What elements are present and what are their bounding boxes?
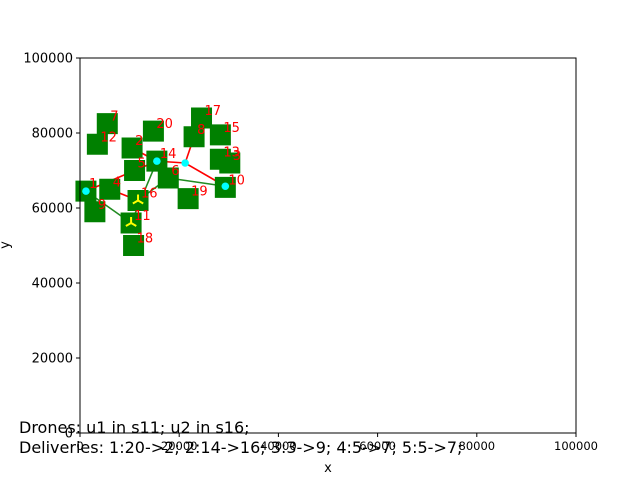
site-label: 1	[89, 177, 97, 192]
plot-area	[80, 58, 576, 433]
site-label: 10	[228, 173, 245, 188]
site-label: 20	[156, 117, 173, 132]
site-marker	[209, 148, 231, 170]
x-tick-label: 40000	[260, 439, 297, 453]
x-axis-ticks: 0 20000 40000 60000 80000 100000	[76, 433, 598, 453]
site-label: 4	[113, 175, 121, 190]
depot-marker	[181, 159, 189, 167]
drones-layer	[125, 194, 144, 227]
site-label: 3	[233, 149, 241, 164]
x-tick-label: 100000	[554, 439, 598, 453]
site-label: 15	[223, 121, 240, 136]
plot-frame	[79, 57, 577, 434]
site-marker	[99, 178, 121, 200]
y-tick-label: 40000	[32, 277, 73, 292]
sites-layer	[75, 107, 241, 256]
site-label: 2	[135, 134, 143, 149]
site-label: 9	[98, 198, 106, 213]
y-tick-label: 0	[65, 427, 73, 442]
depot-marker	[153, 157, 161, 165]
y-tick-label: 80000	[32, 127, 73, 142]
site-label: 19	[191, 185, 208, 200]
depot-marker	[221, 182, 230, 191]
site-marker	[157, 167, 179, 189]
site-label: 11	[134, 209, 151, 224]
drone-marker	[130, 222, 137, 227]
site-marker	[96, 113, 118, 135]
site-marker	[124, 160, 146, 181]
site-label: 14	[160, 147, 177, 162]
site-label: 8	[197, 123, 205, 138]
site-marker	[142, 120, 164, 142]
y-tick-label: 60000	[32, 202, 73, 217]
depot-marker	[82, 187, 90, 195]
site-marker	[209, 124, 231, 146]
x-tick-label: 60000	[359, 439, 396, 453]
drones-status-line: Drones: u1 in s11; u2 in s16;	[19, 418, 250, 437]
site-label: 7	[110, 110, 118, 125]
site-label: 12	[100, 130, 117, 145]
y-axis-ticks: 0 20000 40000 60000 80000 100000	[23, 52, 80, 442]
y-tick-label: 20000	[32, 352, 73, 367]
site-marker	[183, 126, 205, 148]
site-marker	[177, 188, 199, 210]
site-label: 13	[223, 145, 240, 160]
site-marker	[123, 235, 145, 256]
x-tick-label: 0	[76, 439, 83, 453]
x-tick-label: 80000	[459, 439, 496, 453]
y-axis-label: y	[0, 241, 13, 249]
drone-marker	[125, 222, 132, 227]
site-marker	[86, 133, 108, 155]
site-marker	[121, 137, 143, 159]
site-label: 6	[171, 164, 179, 179]
site-marker	[191, 107, 213, 129]
site-label: 17	[205, 104, 222, 119]
site-label: 18	[137, 232, 154, 247]
drone-marker	[137, 199, 144, 205]
drone-marker	[132, 199, 139, 205]
y-tick-label: 100000	[23, 52, 73, 67]
x-tick-label: 20000	[161, 439, 198, 453]
depots-layer	[82, 157, 230, 195]
site-label: 16	[141, 187, 158, 202]
site-marker	[84, 201, 106, 223]
site-label: 5	[138, 157, 146, 172]
x-axis-label: x	[324, 461, 332, 476]
deliveries-status-line: Deliveries: 1:20->2; 2:14->16; 3:3->9; 4…	[19, 438, 463, 457]
